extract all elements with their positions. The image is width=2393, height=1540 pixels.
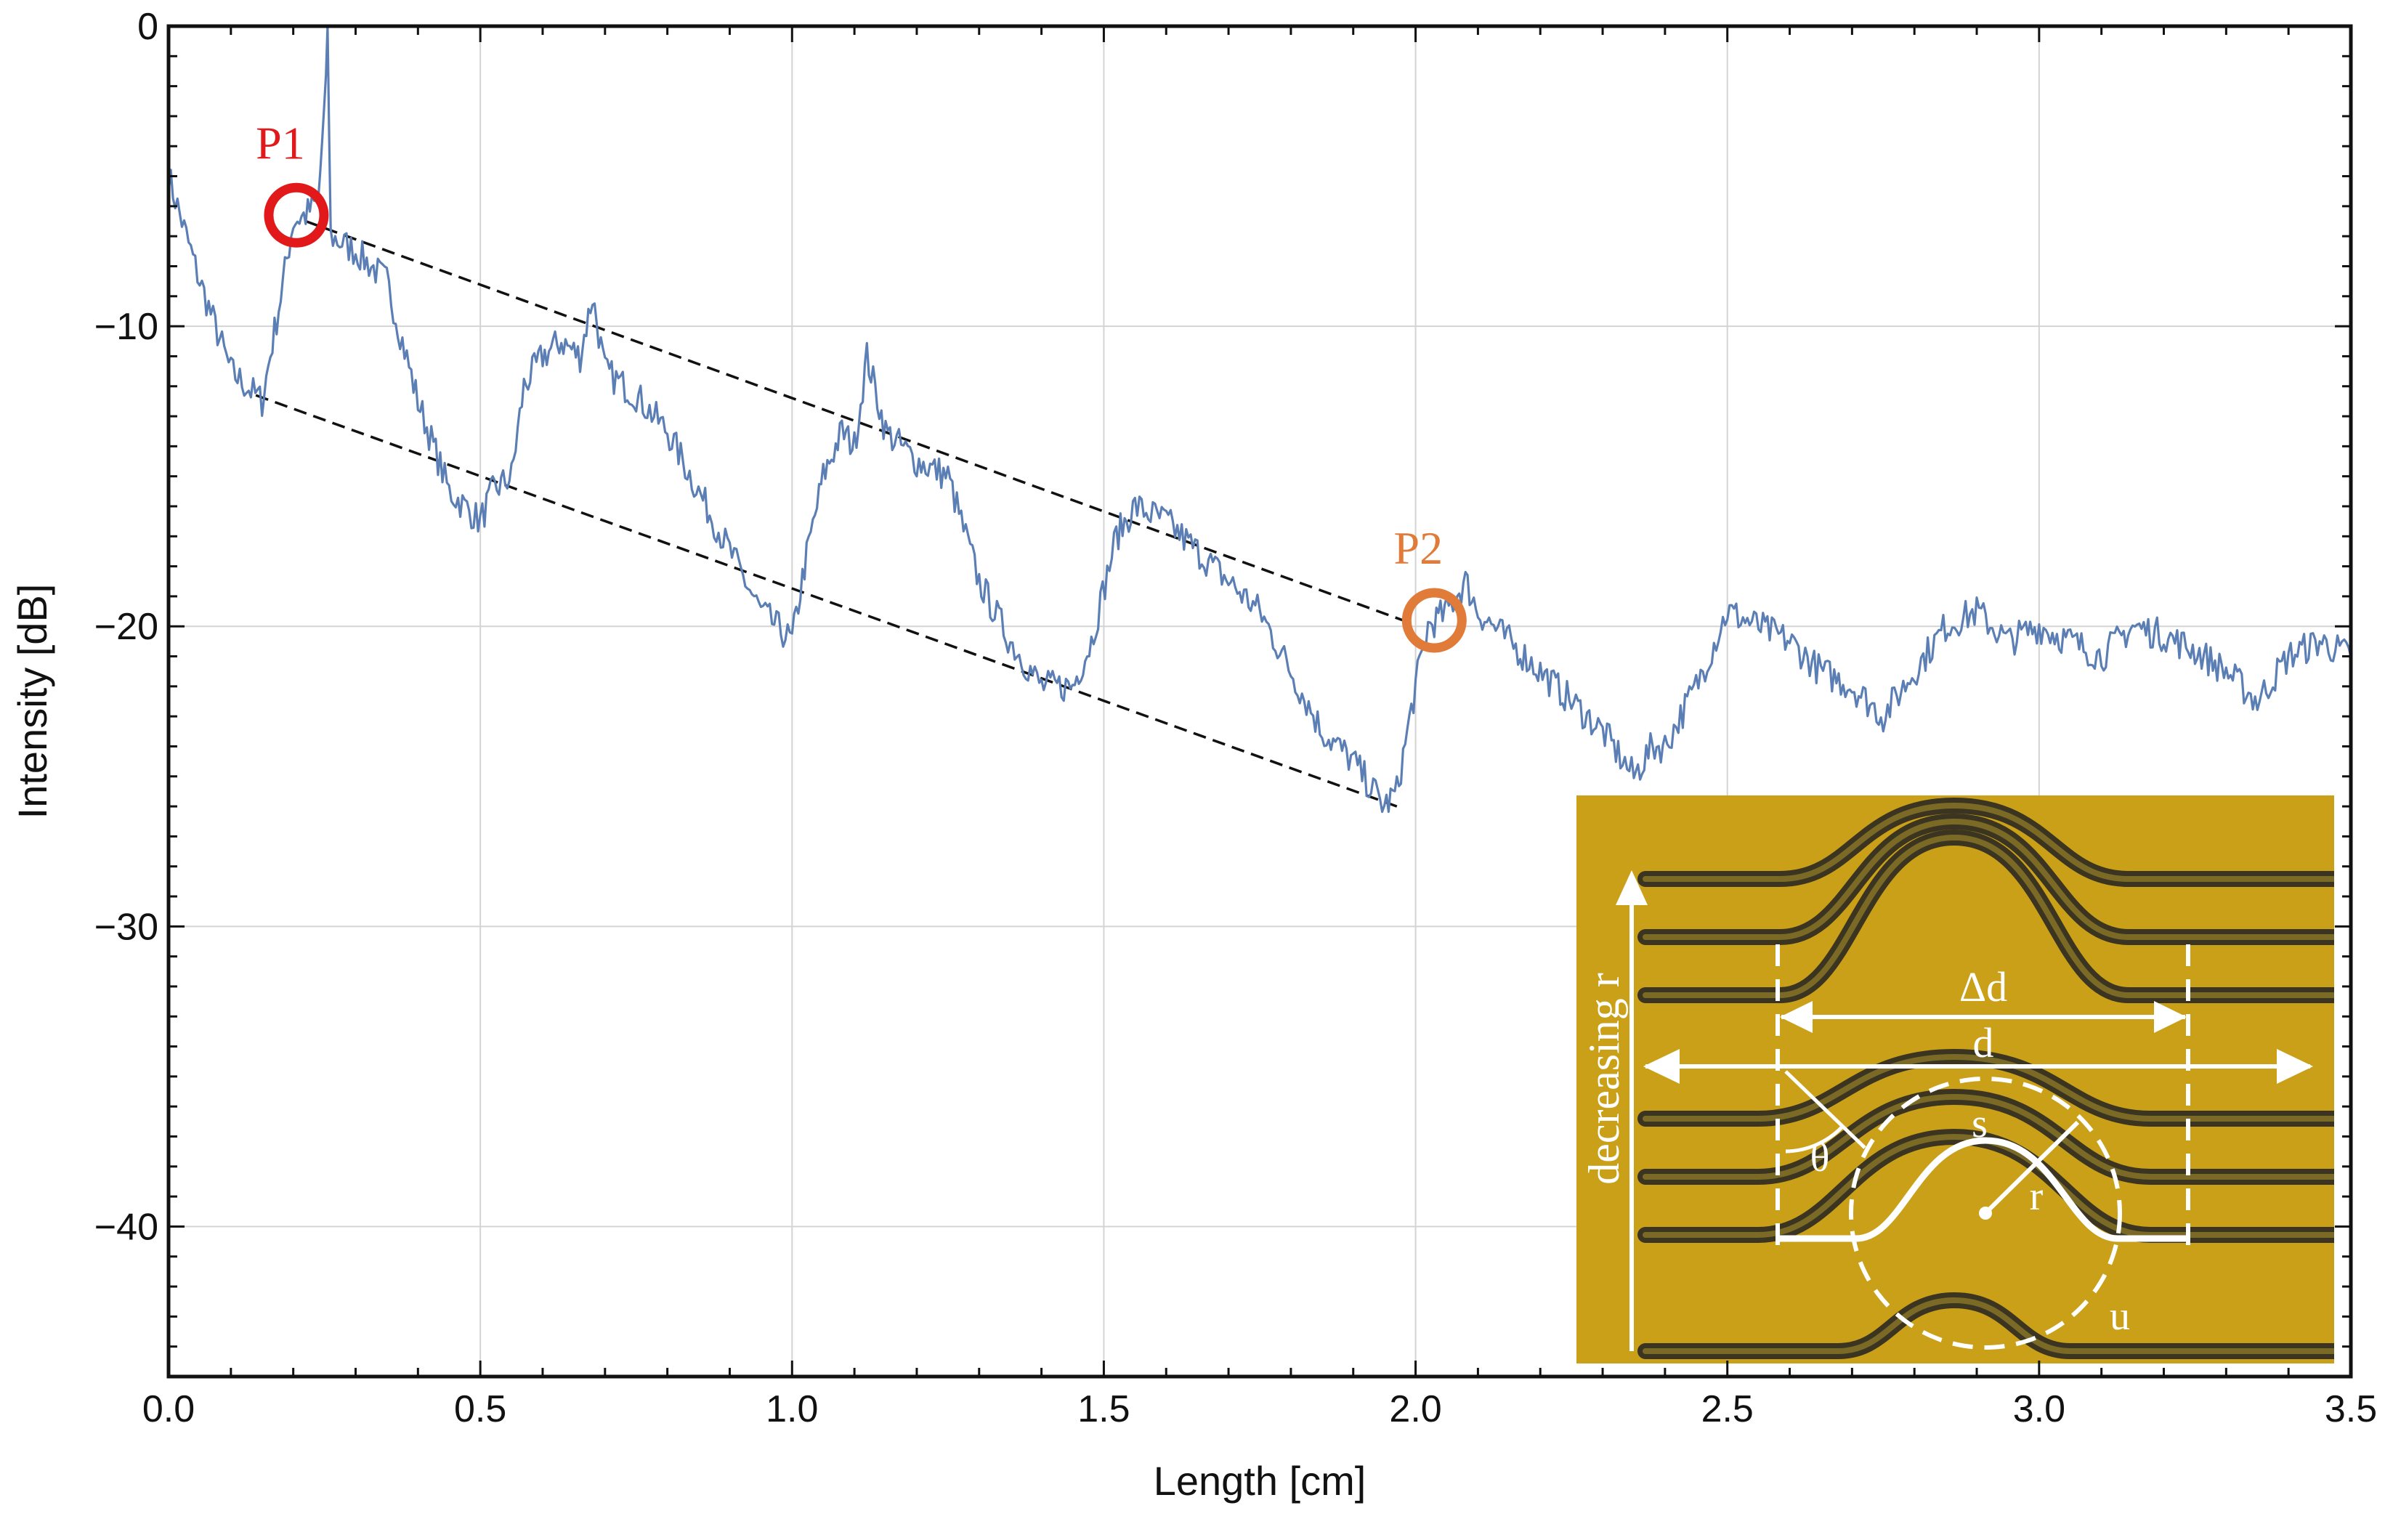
annotations: P1 P2 <box>256 117 1467 653</box>
waveguide-inner <box>1643 818 2334 940</box>
intensity-series-line <box>167 25 2352 814</box>
x-tick-label: 2.5 <box>1701 1388 1754 1430</box>
inset-label-u: u <box>2110 1294 2130 1339</box>
x-tick-label: 0.0 <box>142 1388 195 1430</box>
y-axis-label: Intensity [dB] <box>9 584 55 819</box>
series-layer <box>167 25 2352 814</box>
reference-lines <box>255 219 1404 808</box>
x-tick-label: 0.5 <box>454 1388 506 1430</box>
annotation-label-p2: P2 <box>1394 522 1444 574</box>
y-tick-label: −40 <box>94 1206 158 1248</box>
x-tick-label: 2.0 <box>1389 1388 1441 1430</box>
ticks: 0.0 0.5 1.0 1.5 2.0 2.5 3.0 3.5 0 −10 −20 −30 −40 <box>94 6 2377 1430</box>
delta-d-arrowhead-right <box>2154 1001 2187 1033</box>
waveguide-group <box>1637 797 2334 1359</box>
inset-label-delta-d: Δd <box>1959 963 2007 1010</box>
inset-label-r: r <box>2030 1174 2044 1219</box>
y-tick-label: −10 <box>94 306 158 348</box>
inset-background <box>1576 795 2334 1363</box>
x-axis-label: Length [cm] <box>1154 1458 1366 1504</box>
inset-angle-line <box>1784 1070 1866 1149</box>
dashed-trend-line <box>305 219 1404 622</box>
decreasing-r-arrowhead <box>1616 870 1648 905</box>
marker-circle-p2 <box>1401 588 1467 653</box>
y-tick-label: −20 <box>94 606 158 648</box>
inset-label-theta: θ <box>1810 1135 1830 1180</box>
x-tick-label: 3.0 <box>2013 1388 2065 1430</box>
x-tick-label: 3.5 <box>2325 1388 2377 1430</box>
x-tick-label: 1.0 <box>766 1388 818 1430</box>
inset-dashed-circle <box>1849 1077 2122 1350</box>
inset-center-dot <box>1979 1207 1992 1220</box>
waveguide-inner <box>1643 1133 2334 1238</box>
waveguide-inner <box>1643 1297 2334 1354</box>
y-tick-label: 0 <box>137 6 158 48</box>
inset-label-d: d <box>1973 1019 1994 1066</box>
annotation-label-p1: P1 <box>256 117 305 169</box>
y-tick-label: −30 <box>94 906 158 948</box>
inset-image: decreasing r Δd dsr θ u <box>1576 795 2334 1363</box>
d-arrowhead-left <box>1643 1049 1680 1084</box>
d-arrowhead-right <box>2277 1049 2313 1084</box>
inset-label-decreasing-r: decreasing r <box>1580 973 1628 1185</box>
waveguide-inner <box>1643 802 2334 882</box>
x-tick-label: 1.5 <box>1077 1388 1130 1430</box>
waveguide-inner <box>1643 834 2334 998</box>
marker-circle-p1 <box>264 182 329 248</box>
inset-label-s: s <box>1972 1101 1988 1146</box>
waveguide-inner <box>1643 1093 2334 1180</box>
plot-frame <box>166 24 2353 1379</box>
delta-d-arrowhead-left <box>1780 1001 1813 1033</box>
inset-s-bend <box>1778 1137 2188 1242</box>
waveguide-inner <box>1643 1053 2334 1122</box>
inset-radius-line <box>1983 1120 2080 1215</box>
inset-angle-arc <box>1785 1126 1843 1154</box>
